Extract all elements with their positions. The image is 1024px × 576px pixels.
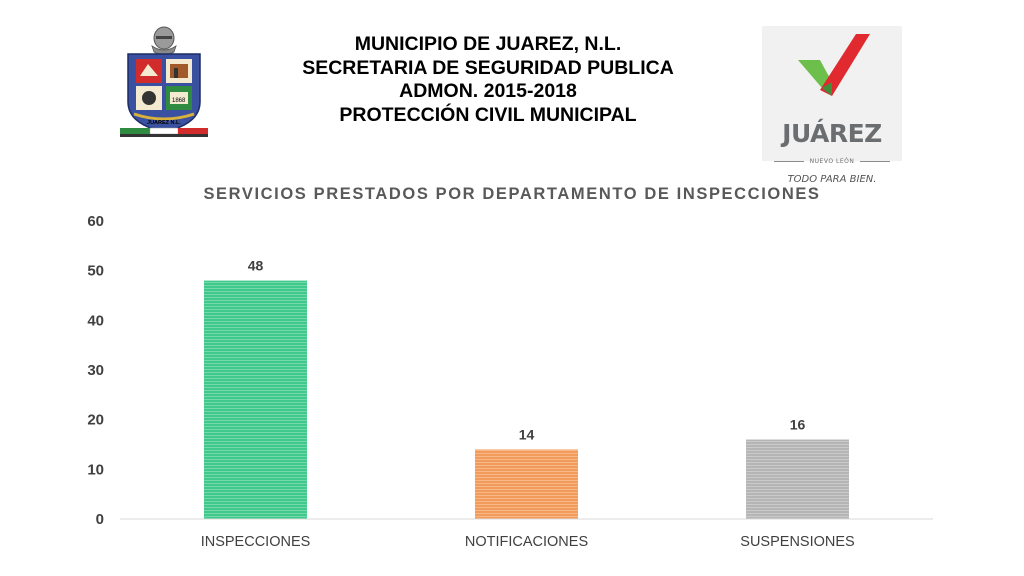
juarez-logo-slogan: TODO PARA BIEN. — [787, 174, 877, 185]
bar-texture-suspensiones — [746, 439, 849, 519]
header-title-block: MUNICIPIO DE JUAREZ, N.L. SECRETARIA DE … — [270, 33, 706, 127]
y-tick-label: 60 — [87, 213, 104, 230]
juarez-logo-rule-left — [774, 161, 804, 162]
y-tick-label: 30 — [87, 362, 104, 379]
data-label-suspensiones: 16 — [790, 417, 806, 433]
header-line-admon: ADMON. 2015-2018 — [399, 80, 577, 102]
header-line-municipio: MUNICIPIO DE JUAREZ, N.L. — [354, 33, 622, 55]
category-label-inspecciones: INSPECCIONES — [201, 534, 311, 550]
svg-text:1868: 1868 — [172, 98, 186, 104]
juarez-check-logo-icon — [798, 34, 870, 96]
header-line-secretaria: SECRETARIA DE SEGURIDAD PUBLICA — [302, 56, 674, 79]
bar-texture-notificaciones — [475, 449, 578, 519]
juarez-logo-rule-right — [860, 161, 890, 162]
bars-group — [204, 280, 849, 519]
category-label-suspensiones: SUSPENSIONES — [740, 534, 854, 550]
y-tick-label: 0 — [96, 511, 104, 528]
y-tick-label: 10 — [87, 461, 104, 478]
category-label-notificaciones: NOTIFICACIONES — [465, 534, 588, 550]
data-labels: 48 14 16 — [248, 258, 806, 443]
crest-band-text: JUAREZ N.L. — [147, 120, 181, 126]
y-tick-label: 50 — [87, 263, 104, 280]
juarez-logo-word: JUÁREZ — [782, 119, 882, 148]
juarez-logo: JUÁREZ NUEVO LEÓN TODO PARA BIEN. — [762, 26, 902, 185]
y-tick-label: 40 — [87, 312, 104, 329]
chart-title: SERVICIOS PRESTADOS POR DEPARTAMENTO DE … — [203, 185, 820, 203]
y-tick-label: 20 — [87, 412, 104, 429]
x-axis-categories: INSPECCIONES NOTIFICACIONES SUSPENSIONES — [201, 534, 855, 550]
municipal-crest-icon: 1868 — [120, 26, 208, 137]
juarez-logo-state: NUEVO LEÓN — [809, 158, 855, 165]
data-label-notificaciones: 14 — [519, 426, 535, 442]
y-axis-ticks: 0 10 20 30 40 50 60 — [87, 213, 104, 528]
bar-texture-inspecciones — [204, 280, 307, 519]
header-line-proteccion: PROTECCIÓN CIVIL MUNICIPAL — [339, 103, 637, 126]
data-label-inspecciones: 48 — [248, 258, 264, 274]
